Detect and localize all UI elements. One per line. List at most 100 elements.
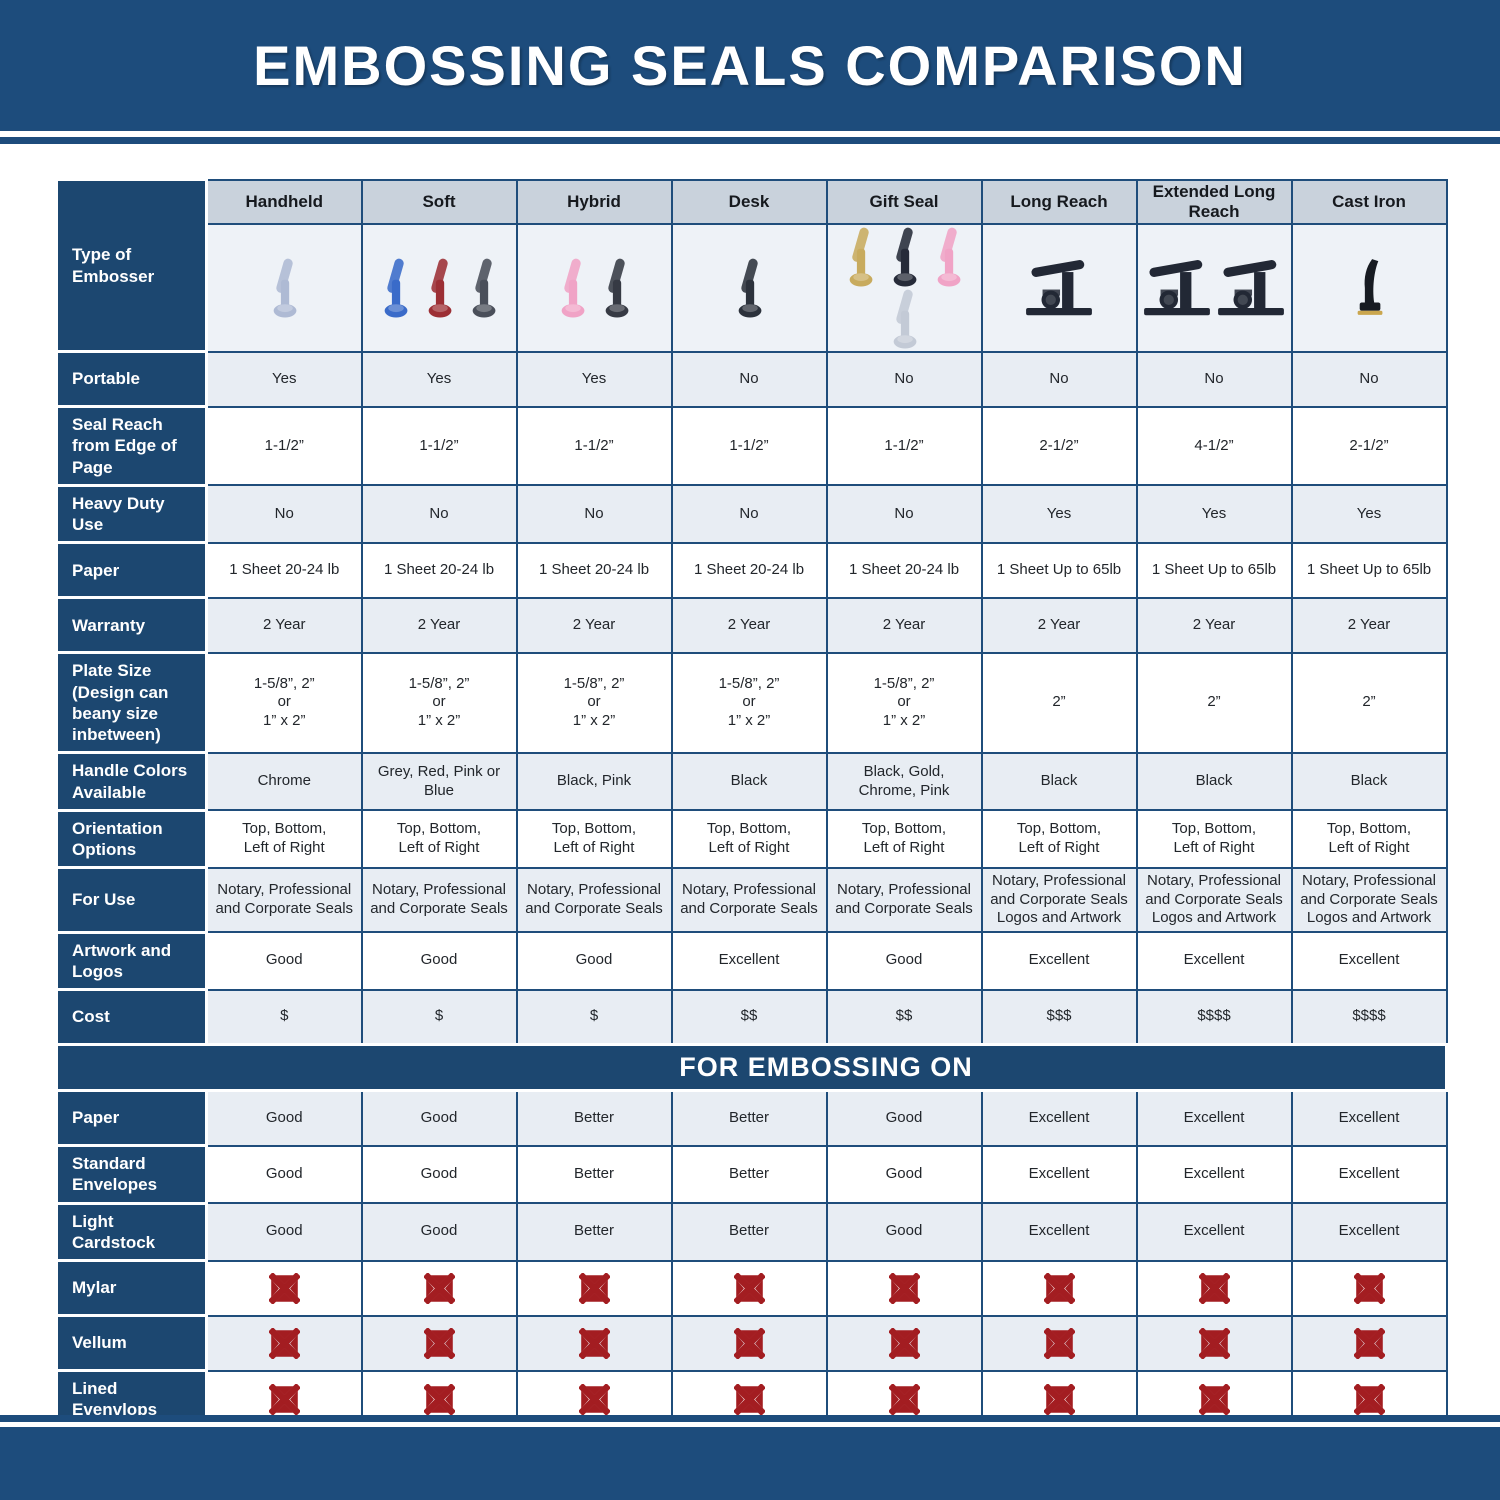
table-row: Paper Good Good Better Better Good Excellent Ex… [55,1089,1448,1147]
cell-artwork-and-logos-soft: Good [360,931,518,991]
cell-mylar-extended-long-reach [1135,1259,1293,1317]
cell-orientation-options-soft: Top, Bottom, Left of Right [360,809,518,869]
cell-paper-extended-long-reach: Excellent [1135,1089,1293,1147]
x-icon [1353,1383,1385,1415]
cell-plate-size-design-ca-gift-seal: 1-5/8”, 2” or 1” x 2” [825,651,983,754]
cell-warranty-extended-long-reach: 2 Year [1135,596,1293,654]
cell-standard-envelopes-long-reach: Excellent [980,1144,1138,1204]
cell-vellum-long-reach [980,1314,1138,1372]
cell-warranty-long-reach: 2 Year [980,596,1138,654]
cell-paper-long-reach: Excellent [980,1089,1138,1147]
x-icon [1198,1327,1230,1359]
row-label-mylar: Mylar [55,1259,208,1317]
cell-cost-long-reach: $$$ [980,988,1138,1046]
cell-handle-colors-availa-gift-seal: Black, Gold, Chrome, Pink [825,751,983,812]
cell-orientation-options-extended-long-reach: Top, Bottom, Left of Right [1135,809,1293,869]
row-label-warranty: Warranty [55,596,208,655]
cell-paper-soft: Good [360,1089,518,1147]
x-icon [268,1272,300,1304]
table-row: Portable Yes Yes Yes No No No No No [55,350,1448,408]
x-icon [733,1383,765,1415]
row-label-handle-colors-available: Handle Colors Available [55,751,208,812]
cell-artwork-and-logos-hybrid: Good [515,931,673,991]
x-icon [733,1327,765,1359]
column-header-gift-seal: Gift Seal [825,178,983,225]
hybrid-embosser-icon [561,258,585,317]
row-label-orientation-options: Orientation Options [55,808,208,870]
table-row: Mylar [55,1259,1448,1317]
cell-paper-gift-seal: Good [825,1089,983,1147]
cell-plate-size-design-ca-desk: 1-5/8”, 2” or 1” x 2” [670,651,828,754]
cell-portable-cast-iron: No [1290,350,1448,408]
x-icon [888,1383,920,1415]
footer-divider-navy [0,1415,1500,1422]
row-label-paper: Paper [55,541,208,600]
cell-heavy-duty-use-cast-iron: Yes [1290,484,1448,544]
cell-heavy-duty-use-hybrid: No [515,484,673,544]
hybrid-embosser-icon [605,258,629,317]
row-label-artwork-and-logos: Artwork and Logos [55,930,208,991]
cell-heavy-duty-use-soft: No [360,484,518,544]
cell-artwork-and-logos-extended-long-reach: Excellent [1135,931,1293,991]
embosser-image-cell-soft [360,222,518,353]
table-row: Orientation Options Top, Bottom, Left of … [55,808,1448,870]
soft-embosser-icon [472,258,496,317]
cell-light-cardstock-soft: Good [360,1202,518,1262]
cell-paper-cast-iron: 1 Sheet Up to 65lb [1290,541,1448,599]
embosser-image-cell-desk [670,222,828,353]
x-icon [578,1272,610,1304]
cell-light-cardstock-gift-seal: Good [825,1202,983,1262]
table-row: Vellum [55,1314,1448,1372]
cell-portable-long-reach: No [980,350,1138,408]
cell-seal-reach-from-edge-long-reach: 2-1/2” [980,405,1138,487]
cell-vellum-desk [670,1314,828,1372]
cell-vellum-hybrid [515,1314,673,1372]
table-row: Heavy Duty Use No No No No No Yes Yes Yes [55,483,1448,545]
cell-seal-reach-from-edge-extended-long-reach: 4-1/2” [1135,405,1293,487]
cell-paper-soft: 1 Sheet 20-24 lb [360,541,518,599]
cell-for-use-handheld: Notary, Professional and Corporate Seals [205,866,363,934]
cell-handle-colors-availa-extended-long-reach: Black [1135,751,1293,812]
cell-orientation-options-handheld: Top, Bottom, Left of Right [205,809,363,869]
row-label-plate-size-design-can-beany-size-inbetwe: Plate Size (Design can beany size inbetw… [55,651,208,755]
cell-standard-envelopes-cast-iron: Excellent [1290,1144,1448,1204]
cell-vellum-soft [360,1314,518,1372]
cell-seal-reach-from-edge-soft: 1-1/2” [360,405,518,487]
x-icon [1353,1327,1385,1359]
cell-light-cardstock-hybrid: Better [515,1202,673,1262]
cell-mylar-cast-iron [1290,1259,1448,1317]
corner-label-type-of-embosser: Type of Embosser [55,178,208,353]
cell-warranty-cast-iron: 2 Year [1290,596,1448,654]
cell-paper-handheld: 1 Sheet 20-24 lb [205,541,363,599]
cell-for-use-long-reach: Notary, Professional and Corporate Seals… [980,866,1138,934]
cell-plate-size-design-ca-long-reach: 2” [980,651,1138,754]
cell-cost-extended-long-reach: $$$$ [1135,988,1293,1046]
row-label-paper: Paper [55,1089,208,1147]
x-icon [888,1272,920,1304]
x-icon [1198,1383,1230,1415]
cell-handle-colors-availa-handheld: Chrome [205,751,363,812]
embosser-image-cell-handheld [205,222,363,353]
cell-for-use-soft: Notary, Professional and Corporate Seals [360,866,518,934]
table-row: Handle Colors Available Chrome Grey, Red, … [55,751,1448,812]
cell-light-cardstock-extended-long-reach: Excellent [1135,1202,1293,1262]
cell-plate-size-design-ca-extended-long-reach: 2” [1135,651,1293,754]
row-label-portable: Portable [55,350,208,408]
embosser-image-cell-hybrid [515,222,673,353]
cell-seal-reach-from-edge-handheld: 1-1/2” [205,405,363,487]
cell-plate-size-design-ca-handheld: 1-5/8”, 2” or 1” x 2” [205,651,363,754]
cell-seal-reach-from-edge-desk: 1-1/2” [670,405,828,487]
gift-seal-embosser-icon [893,289,917,348]
footer [0,1415,1500,1500]
header-divider-navy [0,137,1500,144]
cell-handle-colors-availa-soft: Grey, Red, Pink or Blue [360,751,518,812]
x-icon [423,1383,455,1415]
cell-cost-soft: $ [360,988,518,1046]
cell-paper-hybrid: Better [515,1089,673,1147]
cell-paper-gift-seal: 1 Sheet 20-24 lb [825,541,983,599]
cell-cost-gift-seal: $$ [825,988,983,1046]
x-icon [1043,1272,1075,1304]
embosser-image-cell-cast-iron [1290,222,1448,353]
x-icon [1353,1272,1385,1304]
